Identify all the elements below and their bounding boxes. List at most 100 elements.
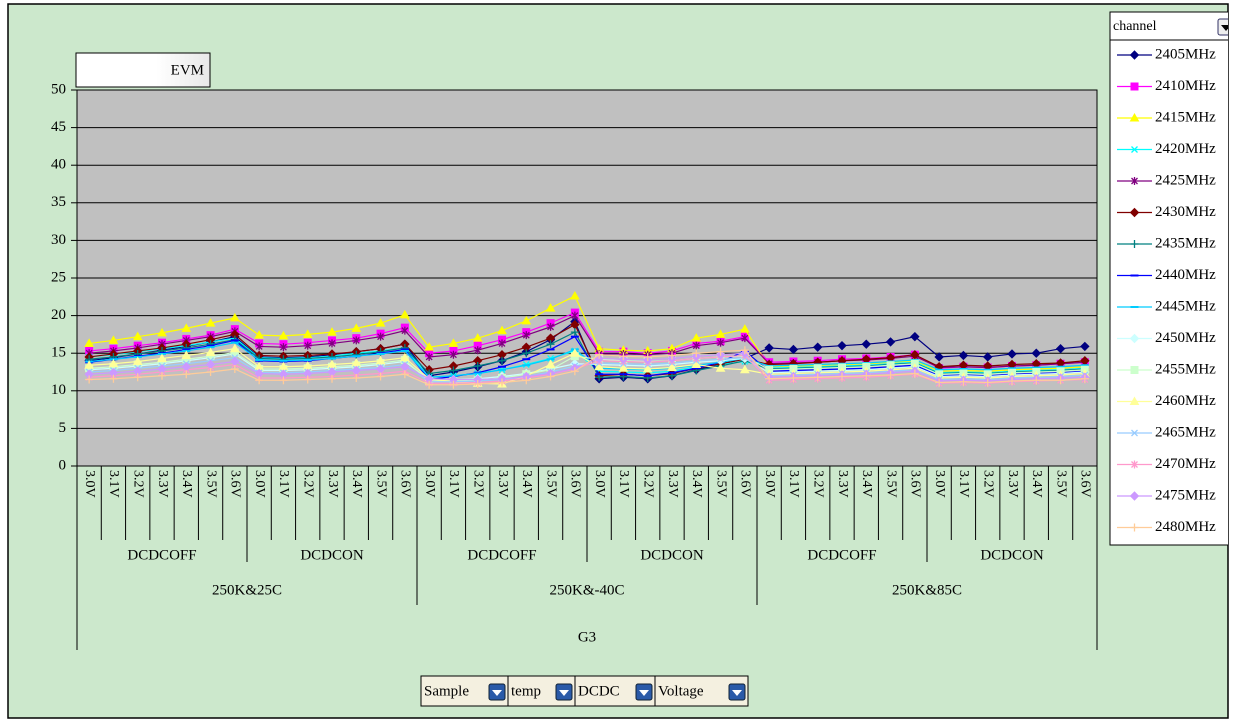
y-tick-label: 25 xyxy=(51,269,66,285)
x-tick-label: 3.6V xyxy=(738,470,753,498)
marker xyxy=(474,346,482,355)
marker xyxy=(84,360,95,369)
group-label: DCDCON xyxy=(300,547,364,563)
marker xyxy=(595,350,604,359)
group-label: DCDCOFF xyxy=(807,547,876,563)
x-tick-label: 3.3V xyxy=(665,470,680,498)
marker xyxy=(885,337,896,347)
x-tick-label: 3.4V xyxy=(1029,470,1044,498)
field-button-label: Sample xyxy=(424,683,469,699)
legend-label: 2470MHz xyxy=(1155,456,1216,472)
legend-label: 2415MHz xyxy=(1155,109,1216,125)
x-tick-label: 3.4V xyxy=(689,470,704,498)
marker xyxy=(85,375,94,384)
marker xyxy=(813,342,823,352)
group-label: DCDCOFF xyxy=(467,547,536,563)
marker xyxy=(399,309,410,319)
x-tick-label: 3.2V xyxy=(300,470,315,498)
marker xyxy=(1131,429,1138,437)
marker xyxy=(1080,374,1089,383)
marker xyxy=(1032,376,1041,385)
y-tick-label: 0 xyxy=(59,457,67,473)
marker xyxy=(910,331,920,342)
marker xyxy=(302,329,313,338)
legend-label: 2430MHz xyxy=(1155,204,1216,220)
marker xyxy=(1130,523,1139,532)
group-label: DCDCON xyxy=(640,547,704,563)
marker xyxy=(838,372,846,381)
x-tick-label: 3.1V xyxy=(956,470,971,498)
marker xyxy=(716,347,725,356)
marker xyxy=(522,331,530,340)
marker xyxy=(571,311,579,320)
marker xyxy=(108,358,119,368)
x-tick-label: 3.5V xyxy=(543,470,558,498)
field-button-label: DCDC xyxy=(578,683,620,699)
x-tick-label: 3.6V xyxy=(568,470,583,498)
series-line xyxy=(89,314,1085,369)
marker xyxy=(254,330,265,339)
legend-label: 2420MHz xyxy=(1155,141,1216,157)
legend-header[interactable] xyxy=(1109,11,1238,41)
marker xyxy=(692,341,700,350)
marker xyxy=(229,312,240,322)
marker xyxy=(765,374,774,383)
marker xyxy=(205,318,216,327)
marker xyxy=(109,374,118,383)
x-tick-label: 3.1V xyxy=(276,470,291,498)
marker xyxy=(449,350,457,359)
x-tick-label: 3.1V xyxy=(106,470,121,498)
marker xyxy=(1130,366,1139,374)
x-tick-label: 3.6V xyxy=(398,470,413,498)
x-tick-label: 3.1V xyxy=(786,470,801,498)
marker xyxy=(1008,377,1016,386)
x-tick-label: 3.2V xyxy=(980,470,995,498)
marker xyxy=(789,374,798,383)
marker xyxy=(691,333,702,342)
x-tick-label: 3.0V xyxy=(762,470,777,498)
marker xyxy=(229,343,240,353)
marker xyxy=(886,371,895,380)
marker xyxy=(182,370,191,379)
marker xyxy=(546,372,555,381)
legend-label: 2435MHz xyxy=(1155,235,1216,251)
marker xyxy=(1130,240,1139,248)
y-tick-label: 45 xyxy=(51,119,66,135)
legend-label: 2445MHz xyxy=(1155,298,1216,314)
marker xyxy=(862,371,871,380)
legend-label: 2480MHz xyxy=(1155,519,1216,535)
marker xyxy=(642,363,653,373)
marker xyxy=(473,380,482,389)
marker xyxy=(619,352,628,361)
x-tick-label: 3.3V xyxy=(155,470,170,498)
marker xyxy=(1080,341,1090,352)
legend-label: 2475MHz xyxy=(1155,487,1216,503)
marker xyxy=(691,359,702,368)
marker xyxy=(375,355,386,365)
dropdown-arrow xyxy=(1221,25,1228,31)
marker xyxy=(1129,207,1140,218)
group-label: 250K&-40C xyxy=(550,582,625,598)
legend-label: 2405MHz xyxy=(1155,46,1216,62)
x-tick-label: 3.6V xyxy=(908,470,923,498)
y-tick-label: 5 xyxy=(59,420,67,436)
marker xyxy=(764,343,774,353)
marker xyxy=(1130,82,1139,91)
marker xyxy=(788,344,799,355)
x-tick-label: 3.6V xyxy=(1078,470,1093,498)
marker xyxy=(449,366,458,375)
marker xyxy=(717,338,725,347)
series-line xyxy=(89,348,1085,385)
marker xyxy=(449,380,458,389)
marker xyxy=(108,335,119,344)
x-tick-label: 3.6V xyxy=(228,470,243,498)
data-field-box[interactable] xyxy=(75,52,211,88)
marker xyxy=(399,352,410,362)
series-line xyxy=(89,337,1085,378)
group-label: 250K&25C xyxy=(212,582,282,598)
marker xyxy=(304,341,312,350)
marker xyxy=(910,369,919,378)
marker xyxy=(181,323,192,332)
marker xyxy=(352,336,360,345)
